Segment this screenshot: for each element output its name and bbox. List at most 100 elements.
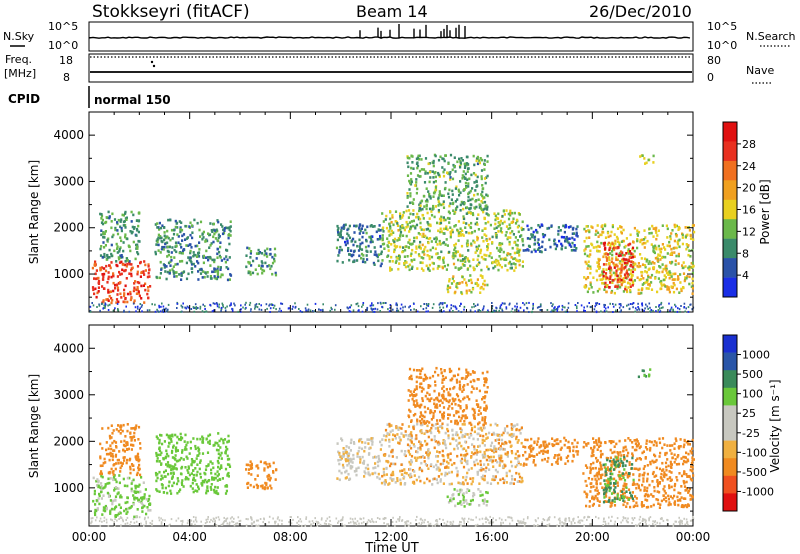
data-cell [480, 193, 483, 196]
data-cell [124, 224, 127, 227]
data-cell [205, 489, 208, 492]
data-cell [464, 177, 467, 180]
data-cell [673, 278, 676, 281]
data-cell [675, 234, 678, 237]
data-cell [468, 191, 471, 194]
data-cell [256, 486, 259, 490]
data-cell [491, 449, 494, 452]
data-cell [457, 239, 460, 242]
data-cell [470, 278, 473, 282]
data-cell [457, 267, 460, 270]
data-cell [98, 492, 101, 496]
data-cell [643, 157, 646, 160]
data-cell [664, 267, 667, 270]
data-cell [446, 304, 448, 307]
data-cell [159, 310, 162, 313]
data-cell [175, 459, 178, 463]
data-cell [216, 219, 219, 222]
data-cell [451, 428, 454, 432]
data-cell [273, 259, 276, 263]
data-cell [135, 458, 139, 462]
data-cell [130, 220, 133, 223]
data-cell [396, 304, 398, 307]
data-cell [673, 283, 676, 287]
data-cell [499, 250, 502, 253]
data-cell [123, 459, 126, 462]
data-cell [399, 225, 402, 228]
data-cell [531, 233, 534, 237]
data-cell [376, 460, 379, 464]
data-cell [440, 218, 443, 221]
data-cell [203, 471, 206, 475]
data-cell [173, 228, 176, 232]
data-cell [426, 171, 429, 175]
data-cell [689, 237, 693, 240]
data-cell [231, 307, 233, 310]
data-cell [219, 446, 222, 449]
data-cell [104, 230, 107, 233]
data-cell [601, 230, 604, 234]
data-cell [120, 296, 123, 299]
data-cell [585, 262, 588, 266]
data-cell [604, 246, 607, 250]
data-cell [519, 235, 522, 238]
data-cell [164, 270, 167, 273]
data-cell [602, 274, 605, 278]
data-cell [155, 488, 158, 491]
data-cell [158, 470, 161, 474]
data-cell [691, 281, 694, 285]
data-cell [479, 426, 483, 430]
data-cell [216, 247, 219, 251]
data-cell [435, 252, 438, 256]
data-cell [533, 236, 536, 239]
data-cell [249, 483, 252, 487]
data-cell [516, 457, 519, 460]
data-cell [459, 459, 462, 463]
data-cell [687, 306, 690, 309]
data-cell [430, 210, 433, 213]
data-cell [481, 229, 484, 232]
data-cell [477, 427, 480, 431]
data-cell [454, 170, 457, 173]
data-cell [514, 266, 517, 269]
data-cell [387, 245, 390, 249]
data-cell [476, 162, 480, 166]
data-cell [211, 478, 214, 481]
data-cell [228, 242, 231, 246]
data-cell [183, 448, 187, 451]
data-cell [685, 247, 688, 251]
data-cell [189, 251, 192, 255]
data-cell [631, 284, 634, 287]
data-cell [347, 459, 350, 462]
data-cell [105, 507, 108, 510]
data-cell [170, 472, 173, 475]
data-cell [201, 237, 204, 241]
data-cell [396, 479, 399, 483]
data-cell [510, 464, 514, 468]
data-cell [508, 433, 511, 437]
data-cell [437, 264, 440, 268]
data-cell [260, 264, 263, 268]
data-cell [257, 484, 260, 488]
data-cell [440, 194, 443, 197]
data-cell [616, 278, 619, 282]
data-cell [468, 436, 471, 439]
data-cell [144, 288, 147, 292]
data-cell [117, 289, 120, 292]
data-cell [216, 267, 219, 271]
data-cell [445, 399, 448, 403]
data-cell [421, 399, 424, 403]
data-cell [92, 476, 95, 480]
data-cell [119, 225, 122, 229]
data-cell [429, 197, 432, 200]
data-cell [539, 305, 542, 308]
data-cell [209, 460, 212, 464]
data-cell [379, 448, 382, 451]
data-cell [438, 309, 441, 312]
data-cell [427, 304, 430, 307]
data-cell [212, 228, 215, 232]
data-cell [447, 436, 450, 440]
data-cell [677, 262, 680, 265]
data-cell [607, 306, 609, 309]
data-cell [668, 290, 671, 294]
